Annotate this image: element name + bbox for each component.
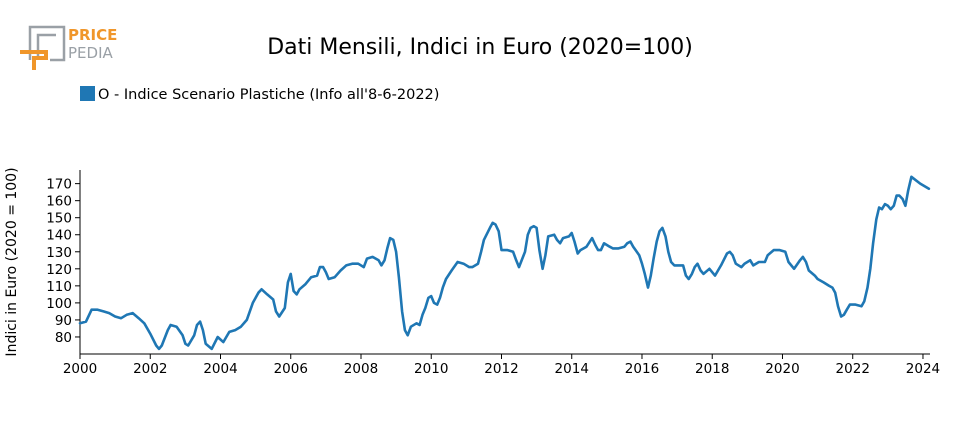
pricepedia-logo: PRICE PEDIA — [20, 25, 117, 70]
x-tick-label: 2018 — [695, 361, 729, 377]
x-tick-label: 2006 — [274, 361, 308, 377]
chart-title: Dati Mensili, Indici in Euro (2020=100) — [267, 35, 693, 60]
y-tick-label: 150 — [46, 211, 72, 227]
legend-label: O - Indice Scenario Plastiche (Info all'… — [98, 87, 439, 103]
y-tick-label: 160 — [46, 194, 72, 210]
plot-area — [78, 175, 931, 351]
logo-text-price: PRICE — [68, 26, 117, 44]
y-tick-label: 130 — [46, 245, 72, 261]
x-tick-label: 2012 — [484, 361, 518, 377]
legend-swatch — [80, 86, 95, 101]
logo-text-pedia: PEDIA — [68, 44, 113, 62]
x-tick-label: 2004 — [203, 361, 237, 377]
y-tick-label: 90 — [55, 313, 72, 329]
x-tick-label: 2020 — [765, 361, 799, 377]
x-tick-label: 2024 — [906, 361, 940, 377]
x-tick-label: 2008 — [344, 361, 378, 377]
x-tick-label: 2016 — [625, 361, 659, 377]
y-tick-label: 170 — [46, 177, 72, 193]
logo-mark-icon — [20, 25, 66, 70]
x-tick-label: 2010 — [414, 361, 448, 377]
y-tick-label: 100 — [46, 296, 72, 312]
y-axis-title: Indici in Euro (2020 = 100) — [4, 167, 20, 356]
x-tick-label: 2022 — [836, 361, 870, 377]
y-tick-label: 140 — [46, 228, 72, 244]
y-tick-label: 110 — [46, 279, 72, 295]
series-line — [78, 175, 931, 351]
y-tick-label: 120 — [46, 262, 72, 278]
axes: 2000 2002 2004 2006 2008 2010 2012 2014 2016 2018… — [46, 170, 940, 377]
y-tick-label: 80 — [55, 330, 72, 346]
x-tick-label: 2000 — [63, 361, 97, 377]
x-tick-label: 2014 — [555, 361, 589, 377]
x-tick-label: 2002 — [133, 361, 167, 377]
legend: O - Indice Scenario Plastiche (Info all'… — [80, 86, 439, 103]
